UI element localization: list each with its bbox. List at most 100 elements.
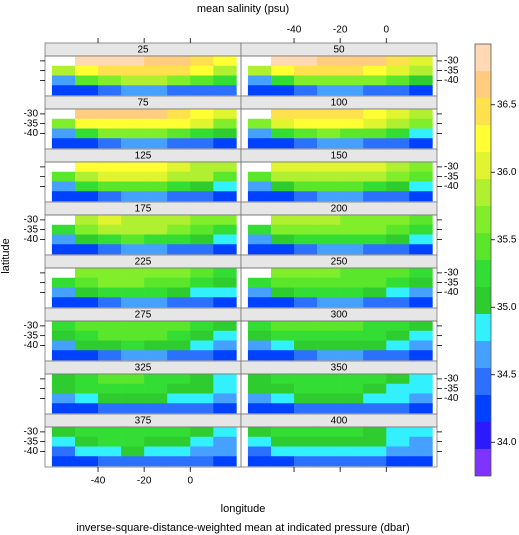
colorkey-label: 35.0	[497, 302, 517, 313]
cell	[121, 138, 145, 149]
cell	[386, 162, 410, 173]
cell	[213, 446, 237, 457]
y-tick-label: -40	[444, 75, 459, 86]
cell	[247, 321, 272, 332]
cell	[386, 403, 410, 414]
cell	[144, 287, 168, 298]
cell	[213, 128, 237, 139]
cell	[294, 350, 318, 361]
cell	[98, 374, 122, 385]
cell	[98, 297, 122, 308]
cell	[121, 215, 145, 226]
cell	[270, 75, 295, 86]
cell	[340, 56, 364, 67]
cell	[247, 65, 272, 76]
strip-label: 275	[135, 310, 152, 321]
cell	[121, 109, 145, 120]
cell	[51, 436, 76, 447]
cell	[167, 350, 191, 361]
y-tick-label: -40	[24, 340, 39, 351]
y-tick-label: -30	[24, 427, 39, 438]
cell	[386, 427, 410, 438]
cell	[340, 65, 364, 76]
cell	[51, 321, 76, 332]
x-tick-label: -40	[287, 25, 302, 36]
cell	[340, 374, 364, 385]
cell	[167, 128, 191, 139]
cell	[167, 191, 191, 202]
cell	[317, 350, 341, 361]
cell	[190, 215, 214, 226]
cell	[213, 75, 237, 86]
cell	[213, 224, 237, 235]
cell	[190, 234, 214, 245]
cell	[270, 268, 295, 279]
colorkey-band	[475, 287, 491, 314]
cell	[409, 393, 433, 404]
cell	[98, 244, 122, 255]
cell	[74, 109, 99, 120]
cell	[74, 75, 99, 86]
cell	[409, 75, 433, 86]
cell	[317, 215, 341, 226]
cell	[363, 75, 387, 86]
cell	[386, 456, 410, 467]
cell	[386, 393, 410, 404]
cell	[121, 374, 145, 385]
cell	[409, 138, 433, 149]
cell	[98, 162, 122, 173]
cell	[98, 75, 122, 86]
cell	[247, 287, 272, 298]
cell	[51, 374, 76, 385]
cell	[74, 383, 99, 394]
cell	[270, 162, 295, 173]
cell	[340, 138, 364, 149]
cell	[213, 215, 237, 226]
cell	[247, 393, 272, 404]
cell	[340, 350, 364, 361]
cell	[386, 340, 410, 351]
strip-label: 200	[331, 204, 348, 215]
cell	[74, 224, 99, 235]
cell	[386, 75, 410, 86]
colorkey-band	[475, 260, 491, 287]
cell	[386, 224, 410, 235]
cell	[340, 403, 364, 414]
cell	[363, 268, 387, 279]
cell	[247, 297, 272, 308]
cell	[51, 330, 76, 341]
cell	[409, 321, 433, 332]
colorkey-band	[475, 422, 491, 449]
cell	[363, 128, 387, 139]
cell	[386, 128, 410, 139]
cell	[98, 109, 122, 120]
cell	[340, 244, 364, 255]
cell	[167, 446, 191, 457]
strip-label: 350	[331, 363, 348, 374]
cell	[340, 340, 364, 351]
cell	[247, 403, 272, 414]
cell	[317, 268, 341, 279]
cell	[386, 383, 410, 394]
cell	[340, 85, 364, 96]
cell	[294, 109, 318, 120]
cell	[51, 427, 76, 438]
cell	[317, 277, 341, 288]
cell	[294, 234, 318, 245]
cell	[247, 340, 272, 351]
cell	[270, 171, 295, 182]
cell	[190, 383, 214, 394]
cell	[363, 244, 387, 255]
cell	[270, 427, 295, 438]
y-tick-label: -30	[444, 162, 459, 173]
strip-label: 375	[135, 416, 152, 427]
cell	[98, 234, 122, 245]
cell	[144, 383, 168, 394]
y-tick-label: -35	[24, 330, 39, 341]
cell	[363, 456, 387, 467]
cell	[74, 138, 99, 149]
cell	[98, 427, 122, 438]
cell	[167, 85, 191, 96]
cell	[270, 350, 295, 361]
cell	[98, 181, 122, 192]
